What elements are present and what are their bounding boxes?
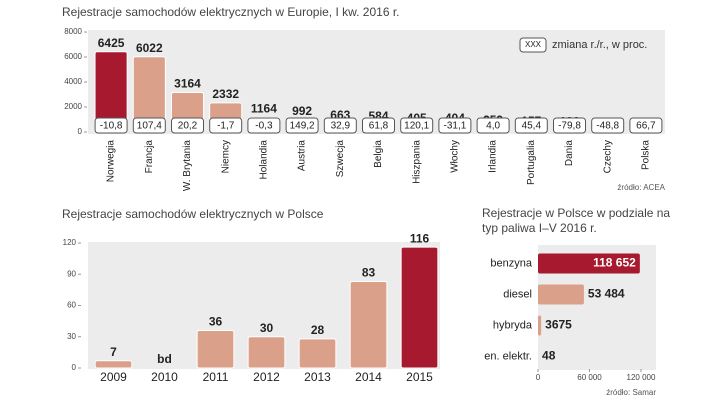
y-tick-label: 120 bbox=[63, 238, 77, 247]
x-tick-label: 2009 bbox=[100, 370, 127, 384]
x-tick-label: Portugalia bbox=[526, 140, 537, 185]
x-tick-label: Szwecja bbox=[335, 140, 346, 178]
bar bbox=[248, 337, 285, 368]
bar bbox=[538, 316, 541, 336]
legend-box-label: XXX bbox=[525, 40, 542, 49]
y-tick-label: 90 bbox=[67, 269, 76, 278]
x-tick-label: Belgia bbox=[373, 140, 384, 168]
x-tick-label: Austria bbox=[297, 140, 308, 172]
value-label: 1164 bbox=[251, 102, 277, 116]
bar bbox=[401, 247, 438, 368]
chart-title: Rejestracje w Polsce w podziale na typ p… bbox=[482, 206, 682, 236]
value-label: 118 652 bbox=[593, 256, 636, 270]
source: źródło: Samar bbox=[606, 388, 656, 397]
bar bbox=[350, 282, 387, 368]
y-tick-label: 8000 bbox=[64, 27, 82, 36]
x-tick-label: Irlandia bbox=[488, 140, 499, 173]
value-label: 30 bbox=[260, 321, 274, 335]
x-tick-label: 2015 bbox=[406, 370, 433, 384]
value-label: 36 bbox=[209, 315, 223, 329]
bar bbox=[538, 285, 584, 305]
x-tick-label: 60 000 bbox=[577, 373, 602, 382]
change-label: -0,3 bbox=[255, 121, 273, 132]
x-tick-label: Norwegia bbox=[106, 140, 117, 183]
value-label: 3675 bbox=[545, 318, 572, 332]
x-tick-label: Włochy bbox=[450, 140, 461, 173]
change-label: 20,2 bbox=[178, 121, 198, 132]
y-tick-label: 6000 bbox=[64, 52, 82, 61]
change-label: -79,8 bbox=[558, 121, 581, 132]
x-tick-label: Francja bbox=[144, 140, 155, 174]
value-label: 992 bbox=[292, 104, 312, 118]
value-label: 7 bbox=[110, 345, 117, 359]
x-tick-label: 2011 bbox=[203, 370, 229, 384]
change-label: 32,9 bbox=[331, 121, 351, 132]
change-label: 107,4 bbox=[137, 121, 162, 132]
change-label: 61,8 bbox=[369, 121, 389, 132]
y-tick-label: 2000 bbox=[64, 102, 82, 111]
value-label: 53 484 bbox=[588, 287, 625, 301]
value-label: 3164 bbox=[174, 77, 201, 91]
legend-label: zmiana r./r., w proc. bbox=[552, 39, 647, 51]
y-tick-label: 4000 bbox=[64, 77, 82, 86]
x-tick-label: 2010 bbox=[151, 370, 178, 384]
change-label: -10,8 bbox=[100, 121, 123, 132]
x-tick-label: W. Brytania bbox=[182, 140, 193, 192]
x-tick-label: Hiszpania bbox=[411, 140, 422, 184]
value-label: 48 bbox=[542, 349, 556, 363]
bar bbox=[299, 339, 336, 368]
value-label: 6425 bbox=[98, 36, 125, 50]
change-label: 149,2 bbox=[290, 121, 315, 132]
chart-title-box: Rejestracje w Polsce w podziale na typ p… bbox=[482, 206, 682, 240]
change-label: -1,7 bbox=[217, 121, 235, 132]
x-tick-label: Polska bbox=[641, 140, 652, 170]
x-tick-label: Czechy bbox=[602, 140, 613, 173]
value-label: 6022 bbox=[136, 41, 163, 55]
chart-title: Rejestracje samochodów elektrycznych w P… bbox=[62, 207, 324, 221]
change-label: 4,0 bbox=[486, 121, 500, 132]
x-tick-label: Niemcy bbox=[220, 140, 231, 173]
change-label: -48,8 bbox=[596, 121, 619, 132]
y-tick-label: benzyna bbox=[490, 257, 532, 269]
bar bbox=[95, 361, 132, 368]
chart-title: Rejestracje samochodów elektrycznych w E… bbox=[62, 5, 400, 19]
y-tick-label: diesel bbox=[503, 288, 532, 300]
value-label: 28 bbox=[311, 323, 325, 337]
bar bbox=[197, 331, 234, 369]
value-label: 2332 bbox=[212, 87, 239, 101]
x-tick-label: 2014 bbox=[355, 370, 382, 384]
value-label: 116 bbox=[410, 231, 430, 245]
change-label: 45,4 bbox=[522, 121, 542, 132]
y-tick-label: 0 bbox=[78, 127, 83, 136]
x-tick-label: Holandia bbox=[259, 140, 270, 180]
change-label: -31,1 bbox=[444, 121, 467, 132]
x-tick-label: 2013 bbox=[304, 370, 331, 384]
value-label: bd bbox=[157, 352, 172, 366]
x-tick-label: 120 000 bbox=[627, 373, 656, 382]
change-label: 66,7 bbox=[636, 121, 656, 132]
y-tick-label: 30 bbox=[67, 332, 76, 341]
value-label: 83 bbox=[362, 266, 376, 280]
y-tick-label: 0 bbox=[72, 363, 77, 372]
x-tick-label: 2012 bbox=[253, 370, 280, 384]
y-tick-label: hybryda bbox=[493, 319, 533, 331]
source: źródło: ACEA bbox=[617, 183, 665, 192]
y-tick-label: en. elektr. bbox=[484, 350, 532, 362]
change-label: 120,1 bbox=[404, 121, 429, 132]
x-tick-label: Dania bbox=[564, 140, 575, 167]
y-tick-label: 60 bbox=[67, 301, 76, 310]
x-tick-label: 0 bbox=[536, 373, 541, 382]
